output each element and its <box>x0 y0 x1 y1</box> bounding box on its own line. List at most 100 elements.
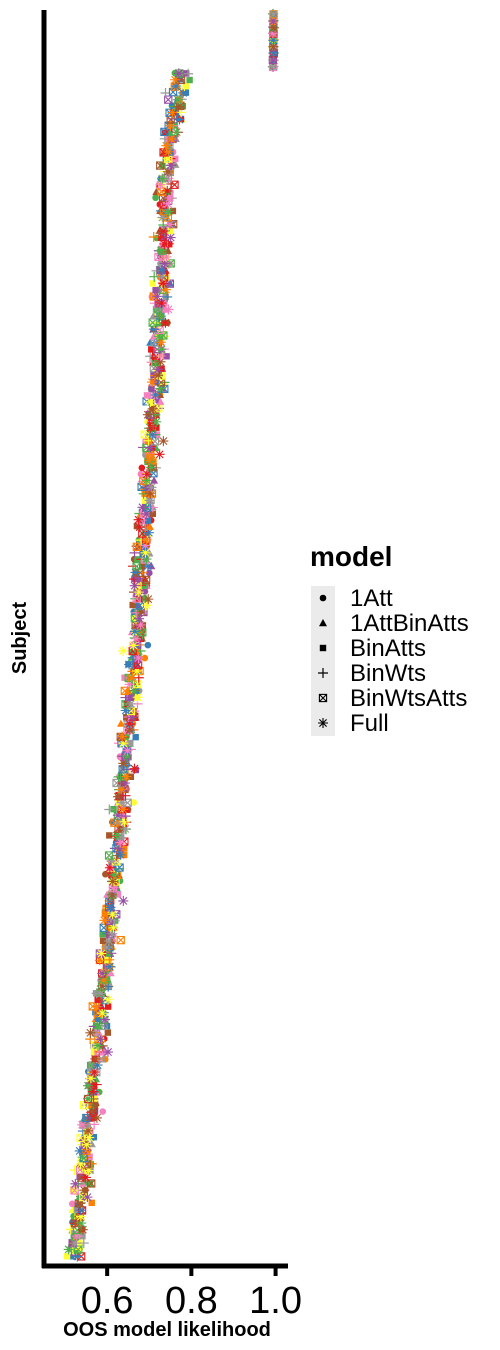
data-point <box>99 1014 110 1025</box>
data-point <box>141 588 149 595</box>
data-point <box>77 1119 88 1130</box>
data-point <box>127 739 134 747</box>
data-point <box>94 955 105 966</box>
data-point <box>134 613 145 624</box>
data-point <box>104 804 115 815</box>
data-point <box>99 923 108 932</box>
x-tick-label: 0.8 <box>165 1280 218 1322</box>
data-point <box>149 332 158 340</box>
data-point <box>154 359 162 367</box>
data-point <box>78 1238 89 1249</box>
data-point <box>129 763 140 774</box>
data-point <box>160 87 171 98</box>
data-point <box>97 968 108 979</box>
data-point <box>78 1179 87 1187</box>
data-point <box>116 935 125 945</box>
data-point <box>163 146 174 157</box>
data-point <box>80 1172 91 1183</box>
data-point <box>157 212 168 223</box>
data-point <box>112 791 123 802</box>
data-point <box>70 1186 79 1195</box>
legend-key-filled-triangle-icon <box>319 619 327 627</box>
x-tick-label: 0.6 <box>81 1280 134 1322</box>
data-point <box>166 227 174 235</box>
legend-entries: 1Att1AttBinAttsBinAttsBinWtsBinWtsAttsFu… <box>318 585 469 737</box>
data-point <box>107 889 118 900</box>
data-point <box>120 823 131 834</box>
data-point <box>144 641 152 649</box>
data-point <box>91 1095 98 1102</box>
data-point <box>147 403 158 414</box>
data-point <box>153 424 160 431</box>
data-point <box>71 1231 82 1241</box>
data-point <box>98 975 109 986</box>
data-point <box>133 514 144 525</box>
data-point <box>162 166 173 177</box>
data-point <box>90 1053 101 1064</box>
data-point <box>268 41 279 52</box>
data-point <box>115 837 126 848</box>
data-point <box>153 370 164 381</box>
data-point <box>145 351 156 362</box>
data-point <box>101 941 112 952</box>
data-point <box>87 1140 96 1148</box>
data-point <box>160 284 171 295</box>
data-point <box>111 830 122 841</box>
legend-label: 1Att <box>350 585 393 612</box>
data-point <box>103 994 114 1005</box>
data-point <box>171 127 182 138</box>
data-point <box>163 304 174 315</box>
data-point <box>142 561 153 572</box>
data-point <box>268 47 279 58</box>
data-point <box>124 718 135 729</box>
data-point <box>141 508 152 519</box>
data-point <box>92 1060 103 1071</box>
data-point <box>85 1027 96 1038</box>
data-point <box>102 870 109 878</box>
data-point <box>152 291 163 302</box>
data-point <box>145 423 156 434</box>
data-point <box>155 337 166 348</box>
data-point <box>141 600 152 611</box>
data-point <box>130 567 141 578</box>
data-point <box>104 862 115 873</box>
data-point <box>153 364 164 375</box>
data-point <box>75 1205 86 1216</box>
data-point <box>120 686 129 696</box>
data-point <box>150 476 159 484</box>
data-point <box>68 1200 76 1208</box>
data-point <box>70 1178 81 1189</box>
data-point <box>268 16 279 27</box>
data-point <box>162 291 173 302</box>
data-point <box>172 94 183 105</box>
data-point <box>69 1165 80 1176</box>
data-point <box>157 278 168 289</box>
data-point <box>121 751 132 762</box>
data-point <box>132 542 142 551</box>
data-point <box>126 712 137 723</box>
data-point <box>138 464 146 472</box>
data-point <box>173 101 184 112</box>
data-point <box>115 819 123 826</box>
data-point <box>165 120 176 131</box>
data-point <box>268 9 279 20</box>
data-point <box>157 264 168 275</box>
data-point <box>168 102 176 110</box>
data-point <box>142 409 153 420</box>
data-point <box>63 1244 74 1255</box>
data-point <box>162 198 173 209</box>
data-point <box>156 161 165 170</box>
data-point <box>95 1015 102 1022</box>
data-point <box>99 915 110 926</box>
data-point <box>158 436 169 447</box>
data-point <box>95 1034 106 1045</box>
data-point <box>81 1139 92 1150</box>
data-point <box>147 429 158 440</box>
data-point <box>158 226 169 237</box>
data-point <box>140 547 151 558</box>
data-point <box>77 1224 88 1235</box>
data-point <box>104 1003 112 1010</box>
data-point <box>141 654 149 662</box>
data-point <box>269 22 280 33</box>
data-point <box>108 882 119 893</box>
